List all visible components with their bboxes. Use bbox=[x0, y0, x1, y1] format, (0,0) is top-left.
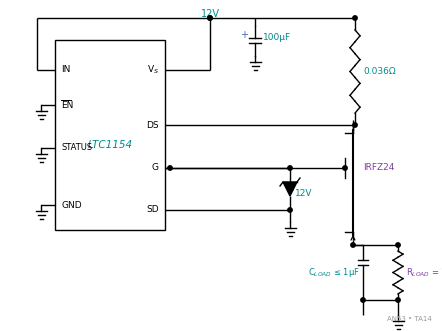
Text: G: G bbox=[152, 164, 159, 172]
Text: DS: DS bbox=[146, 120, 159, 129]
Circle shape bbox=[208, 16, 212, 20]
Text: IRFZ24: IRFZ24 bbox=[363, 164, 394, 172]
Circle shape bbox=[168, 166, 172, 170]
Text: AN53 • TA14: AN53 • TA14 bbox=[387, 316, 432, 322]
Text: +: + bbox=[240, 30, 248, 40]
Text: SD: SD bbox=[146, 206, 159, 214]
Text: STATUS: STATUS bbox=[61, 144, 92, 153]
Circle shape bbox=[288, 166, 292, 170]
Text: 0.036Ω: 0.036Ω bbox=[363, 67, 396, 76]
Bar bbox=[55, 40, 165, 230]
Text: LTC1154: LTC1154 bbox=[88, 140, 133, 150]
Text: 12V: 12V bbox=[295, 188, 312, 198]
Circle shape bbox=[396, 298, 400, 302]
Circle shape bbox=[288, 208, 292, 212]
Text: IN: IN bbox=[61, 66, 70, 74]
Text: EN: EN bbox=[61, 101, 73, 110]
Text: GND: GND bbox=[61, 201, 82, 210]
Circle shape bbox=[361, 298, 365, 302]
Text: R$_{LOAD}$ = 12Ω: R$_{LOAD}$ = 12Ω bbox=[406, 266, 442, 279]
Text: 100μF: 100μF bbox=[263, 32, 291, 41]
Polygon shape bbox=[283, 182, 297, 196]
Circle shape bbox=[343, 166, 347, 170]
Circle shape bbox=[396, 243, 400, 247]
Text: C$_{LOAD}$ ≤ 1μF: C$_{LOAD}$ ≤ 1μF bbox=[308, 266, 360, 279]
Text: V$_S$: V$_S$ bbox=[147, 64, 159, 76]
Circle shape bbox=[351, 243, 355, 247]
Circle shape bbox=[208, 16, 212, 20]
Circle shape bbox=[353, 123, 357, 127]
Circle shape bbox=[353, 16, 357, 20]
Text: 12V: 12V bbox=[201, 9, 220, 19]
